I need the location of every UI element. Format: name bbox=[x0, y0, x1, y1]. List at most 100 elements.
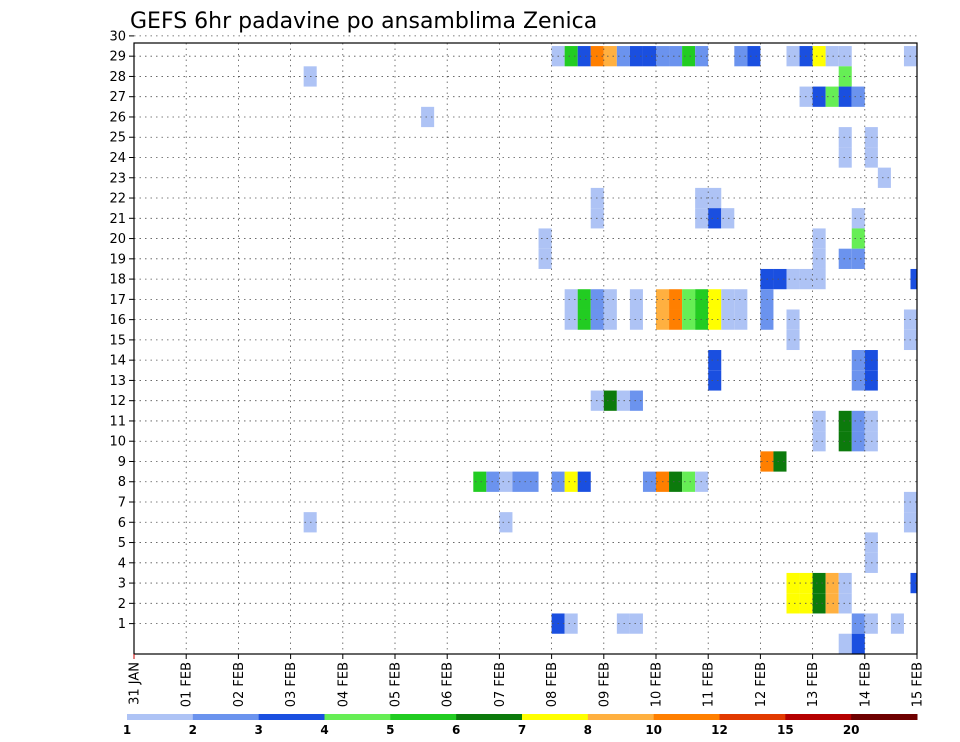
heatmap-cell bbox=[838, 66, 852, 87]
heatmap-cell bbox=[616, 46, 630, 67]
y-tick-label: 30 bbox=[109, 29, 126, 44]
x-axis: 31 JAN 01 FEB 02 FEB 03 FEB 04 FEB 05 FEB 06 F… bbox=[128, 654, 926, 707]
heatmap-cell bbox=[838, 46, 852, 67]
y-tick-label: 6 bbox=[118, 516, 126, 531]
x-tick-label: 02 FEB bbox=[232, 662, 247, 707]
heatmap-cell bbox=[812, 572, 826, 594]
heatmap-cell bbox=[669, 471, 683, 492]
chart-title: GEFS 6hr padavine po ansamblima Zenica bbox=[130, 9, 597, 34]
heatmap-cell bbox=[708, 289, 722, 310]
heatmap-cell bbox=[538, 248, 552, 269]
x-tick-label: 06 FEB bbox=[441, 662, 456, 707]
heatmap-cell bbox=[721, 289, 735, 310]
y-tick-label: 24 bbox=[109, 151, 126, 166]
heatmap-cell bbox=[499, 471, 513, 492]
heatmap-cell bbox=[838, 147, 852, 168]
x-tick-label: 01 FEB bbox=[180, 662, 195, 707]
heatmap-cell bbox=[910, 572, 917, 594]
x-tick-label: 05 FEB bbox=[389, 662, 404, 707]
heatmap-cell bbox=[734, 46, 748, 67]
legend-swatch bbox=[127, 714, 194, 720]
heatmap-cell bbox=[603, 309, 617, 330]
x-tick-label: 10 FEB bbox=[650, 662, 665, 707]
x-tick-label: 14 FEB bbox=[858, 662, 873, 707]
heatmap-cell bbox=[603, 46, 617, 67]
legend-swatch bbox=[851, 714, 918, 720]
x-tick-label: 07 FEB bbox=[493, 662, 508, 707]
legend-swatch bbox=[653, 714, 720, 720]
heatmap-cell bbox=[786, 572, 800, 594]
heatmap-cell bbox=[786, 268, 800, 290]
y-tick-label: 25 bbox=[109, 131, 126, 146]
y-tick-label: 19 bbox=[109, 252, 126, 267]
heatmap-cell bbox=[825, 593, 839, 614]
legend-swatch bbox=[324, 714, 391, 720]
heatmap-cell bbox=[851, 208, 865, 229]
heatmap-cell bbox=[682, 46, 696, 67]
heatmap-cell bbox=[825, 46, 839, 67]
y-tick-label: 29 bbox=[109, 50, 126, 65]
heatmap-cell bbox=[473, 471, 487, 492]
heatmap-cell bbox=[877, 167, 891, 188]
heatmap-cell bbox=[838, 593, 852, 614]
x-tick-label: 04 FEB bbox=[336, 662, 351, 707]
heatmap-cell bbox=[786, 309, 800, 330]
legend-swatch bbox=[258, 714, 325, 720]
heatmap-cell bbox=[838, 410, 852, 432]
heatmap-cell bbox=[838, 127, 852, 148]
heatmap-cell bbox=[616, 613, 630, 634]
heatmap-cell bbox=[603, 289, 617, 310]
heatmap-cells bbox=[303, 46, 917, 654]
heatmap-cell bbox=[512, 471, 526, 492]
y-tick-label: 28 bbox=[109, 70, 126, 85]
heatmap-cell bbox=[629, 390, 643, 411]
y-tick-label: 18 bbox=[109, 273, 126, 288]
heatmap-cell bbox=[682, 289, 696, 310]
heatmap-cell bbox=[812, 410, 826, 432]
heatmap-cell bbox=[603, 390, 617, 411]
heatmap-cell bbox=[812, 86, 826, 107]
heatmap-cell bbox=[577, 46, 591, 67]
heatmap-cell bbox=[812, 268, 826, 290]
legend-swatch bbox=[456, 714, 523, 720]
y-tick-label: 21 bbox=[109, 212, 126, 227]
heatmap-cell bbox=[825, 86, 839, 107]
x-tick-label: 31 JAN bbox=[128, 662, 143, 705]
y-tick-label: 14 bbox=[109, 354, 126, 369]
heatmap-cell bbox=[708, 350, 722, 371]
grid-lines bbox=[134, 35, 917, 654]
heatmap-cell bbox=[851, 613, 865, 634]
heatmap-cell bbox=[577, 289, 591, 310]
heatmap-cell bbox=[812, 593, 826, 614]
x-tick-label: 12 FEB bbox=[754, 662, 769, 707]
heatmap-cell bbox=[825, 572, 839, 594]
heatmap-cell bbox=[773, 451, 787, 472]
heatmap-cell bbox=[682, 309, 696, 330]
heatmap-cell bbox=[812, 228, 826, 249]
y-tick-label: 23 bbox=[109, 171, 126, 186]
legend-swatch bbox=[390, 714, 457, 720]
legend-label: 7 bbox=[518, 723, 526, 737]
heatmap-cell bbox=[838, 431, 852, 452]
x-tick-label: 03 FEB bbox=[284, 662, 299, 707]
heatmap-cell bbox=[851, 228, 865, 249]
heatmap-cell bbox=[616, 390, 630, 411]
heatmap-cell bbox=[421, 106, 435, 128]
heatmap-cell bbox=[708, 208, 722, 229]
legend-label: 8 bbox=[584, 723, 592, 737]
heatmap-cell bbox=[564, 309, 578, 330]
heatmap-cell bbox=[642, 46, 656, 67]
heatmap-cell bbox=[838, 86, 852, 107]
legend-label: 2 bbox=[189, 723, 197, 737]
heatmap-cell bbox=[577, 309, 591, 330]
heatmap-cell bbox=[851, 350, 865, 371]
legend-label: 3 bbox=[254, 723, 262, 737]
heatmap-cell bbox=[682, 471, 696, 492]
heatmap-cell bbox=[851, 633, 865, 654]
heatmap-cell bbox=[851, 370, 865, 391]
y-tick-label: 11 bbox=[109, 414, 126, 429]
x-tick-label: 08 FEB bbox=[545, 662, 560, 707]
heatmap-cell bbox=[564, 613, 578, 634]
y-tick-label: 3 bbox=[118, 577, 126, 592]
